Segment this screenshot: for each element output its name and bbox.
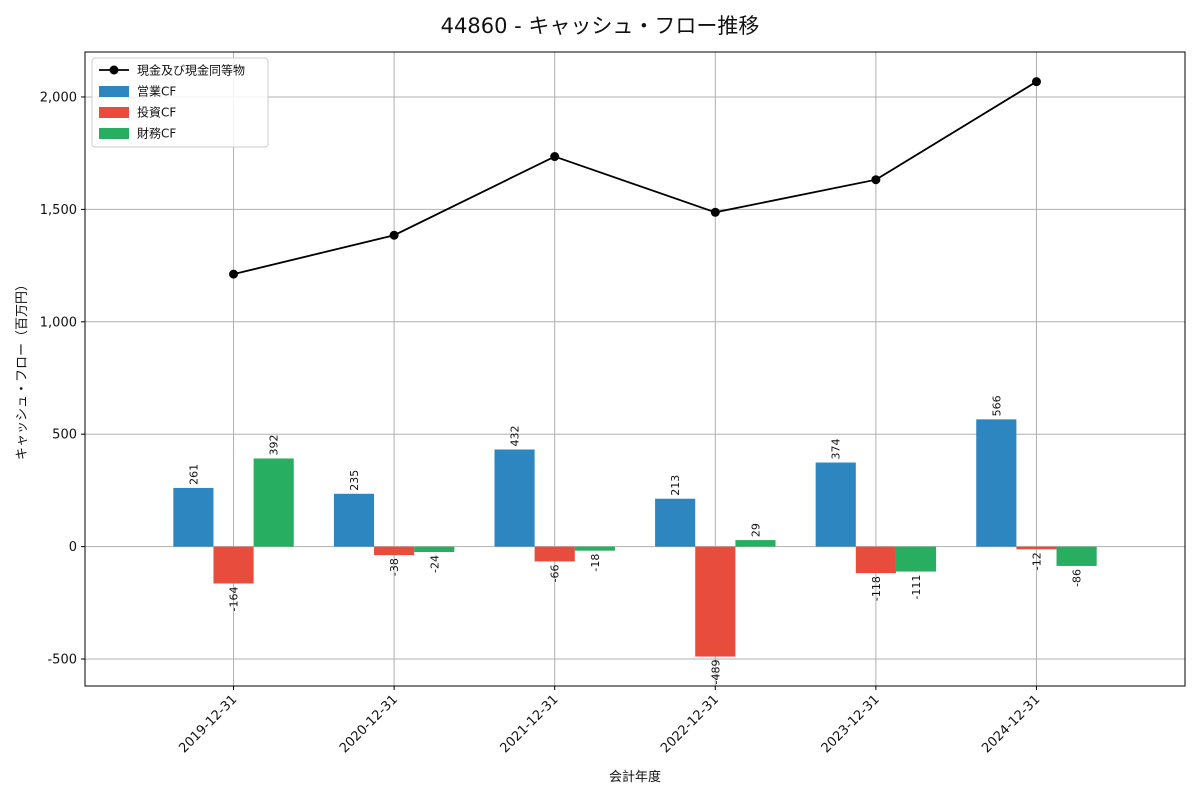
x-axis-label: 会計年度	[609, 769, 661, 785]
x-tick-label: 2022-12-31	[658, 692, 722, 756]
bar-value-label: -489	[709, 660, 722, 685]
y-tick-label: 1,000	[40, 315, 77, 330]
cash-point	[550, 152, 560, 162]
bar	[655, 498, 696, 547]
bar	[695, 546, 736, 657]
bar	[895, 546, 937, 572]
x-tick-label: 2024-12-31	[979, 692, 1043, 756]
bar	[333, 493, 375, 547]
bar-value-label: 213	[669, 475, 682, 496]
plot-frame	[84, 51, 1186, 687]
cash-point	[229, 269, 239, 279]
legend-swatch	[99, 128, 129, 139]
bar-value-label: 374	[830, 439, 843, 460]
x-axis-ticks: 2019-12-31 2020-12-31 2021-12-31 2022-12-31…	[176, 686, 1043, 756]
line-layer	[229, 77, 1041, 279]
cash-point	[389, 230, 399, 240]
bars-layer	[173, 419, 1097, 657]
cash-point	[710, 207, 720, 217]
y-axis-label: キャッシュ・フロー（百万円）	[15, 278, 30, 460]
legend-marker	[109, 65, 119, 75]
bar-value-label: -118	[870, 576, 883, 601]
bar	[213, 546, 254, 584]
y-tick-label: -500	[47, 653, 77, 668]
bar-value-label: -18	[589, 554, 602, 572]
y-tick-label: 500	[52, 428, 77, 443]
bar	[534, 546, 575, 562]
bar-value-label: 235	[348, 470, 361, 491]
bar	[735, 540, 776, 547]
bar-value-label: -12	[1030, 552, 1043, 570]
bar	[494, 449, 535, 547]
x-tick-label: 2023-12-31	[819, 692, 883, 756]
legend-label: 財務CF	[137, 126, 176, 141]
bar-value-label: 432	[509, 425, 522, 446]
bar-value-label: 566	[990, 395, 1003, 416]
bar-value-label: -86	[1071, 569, 1084, 587]
legend-box	[91, 57, 269, 148]
legend-label: 現金及び現金同等物	[137, 63, 245, 78]
bar	[855, 546, 896, 574]
x-tick-label: 2019-12-31	[176, 692, 240, 756]
legend-label: 投資CF	[137, 105, 176, 120]
x-tick-label: 2020-12-31	[337, 692, 401, 756]
bar-value-label: 392	[268, 434, 281, 455]
bar-value-label: -24	[428, 555, 441, 573]
y-tick-label: 2,000	[40, 90, 77, 105]
bar-value-label: 261	[187, 464, 200, 485]
bar	[253, 458, 294, 547]
bar	[1016, 546, 1057, 550]
labels-layer: 261 235 432 213 374 566 -164 -38 -66 -489 -118 -12 3…	[187, 395, 1083, 684]
bar	[976, 419, 1017, 547]
bar	[173, 487, 214, 547]
legend-swatch	[99, 107, 129, 118]
bar-value-label: -66	[549, 564, 562, 582]
bar	[374, 546, 415, 556]
cash-point	[871, 175, 881, 185]
bar-value-label: -164	[228, 586, 241, 611]
bar	[574, 546, 615, 551]
cash-line	[233, 80, 1037, 275]
bar-value-label: 29	[749, 523, 762, 537]
cash-point	[1031, 77, 1041, 87]
y-tick-label: 0	[69, 540, 77, 555]
bar	[414, 546, 455, 553]
y-tick-label: 1,500	[40, 203, 77, 218]
bar	[1056, 546, 1097, 566]
y-axis-ticks: -500 0 500 1,000 1,500 2,000	[40, 90, 85, 668]
legend-label: 営業CF	[137, 85, 176, 99]
bar	[815, 462, 856, 547]
chart-title: 44860 - キャッシュ・フロー推移	[441, 14, 760, 38]
bar-value-label: -111	[910, 575, 923, 600]
legend-swatch	[99, 86, 129, 97]
bar-value-label: -38	[388, 558, 401, 576]
x-tick-label: 2021-12-31	[497, 692, 561, 756]
